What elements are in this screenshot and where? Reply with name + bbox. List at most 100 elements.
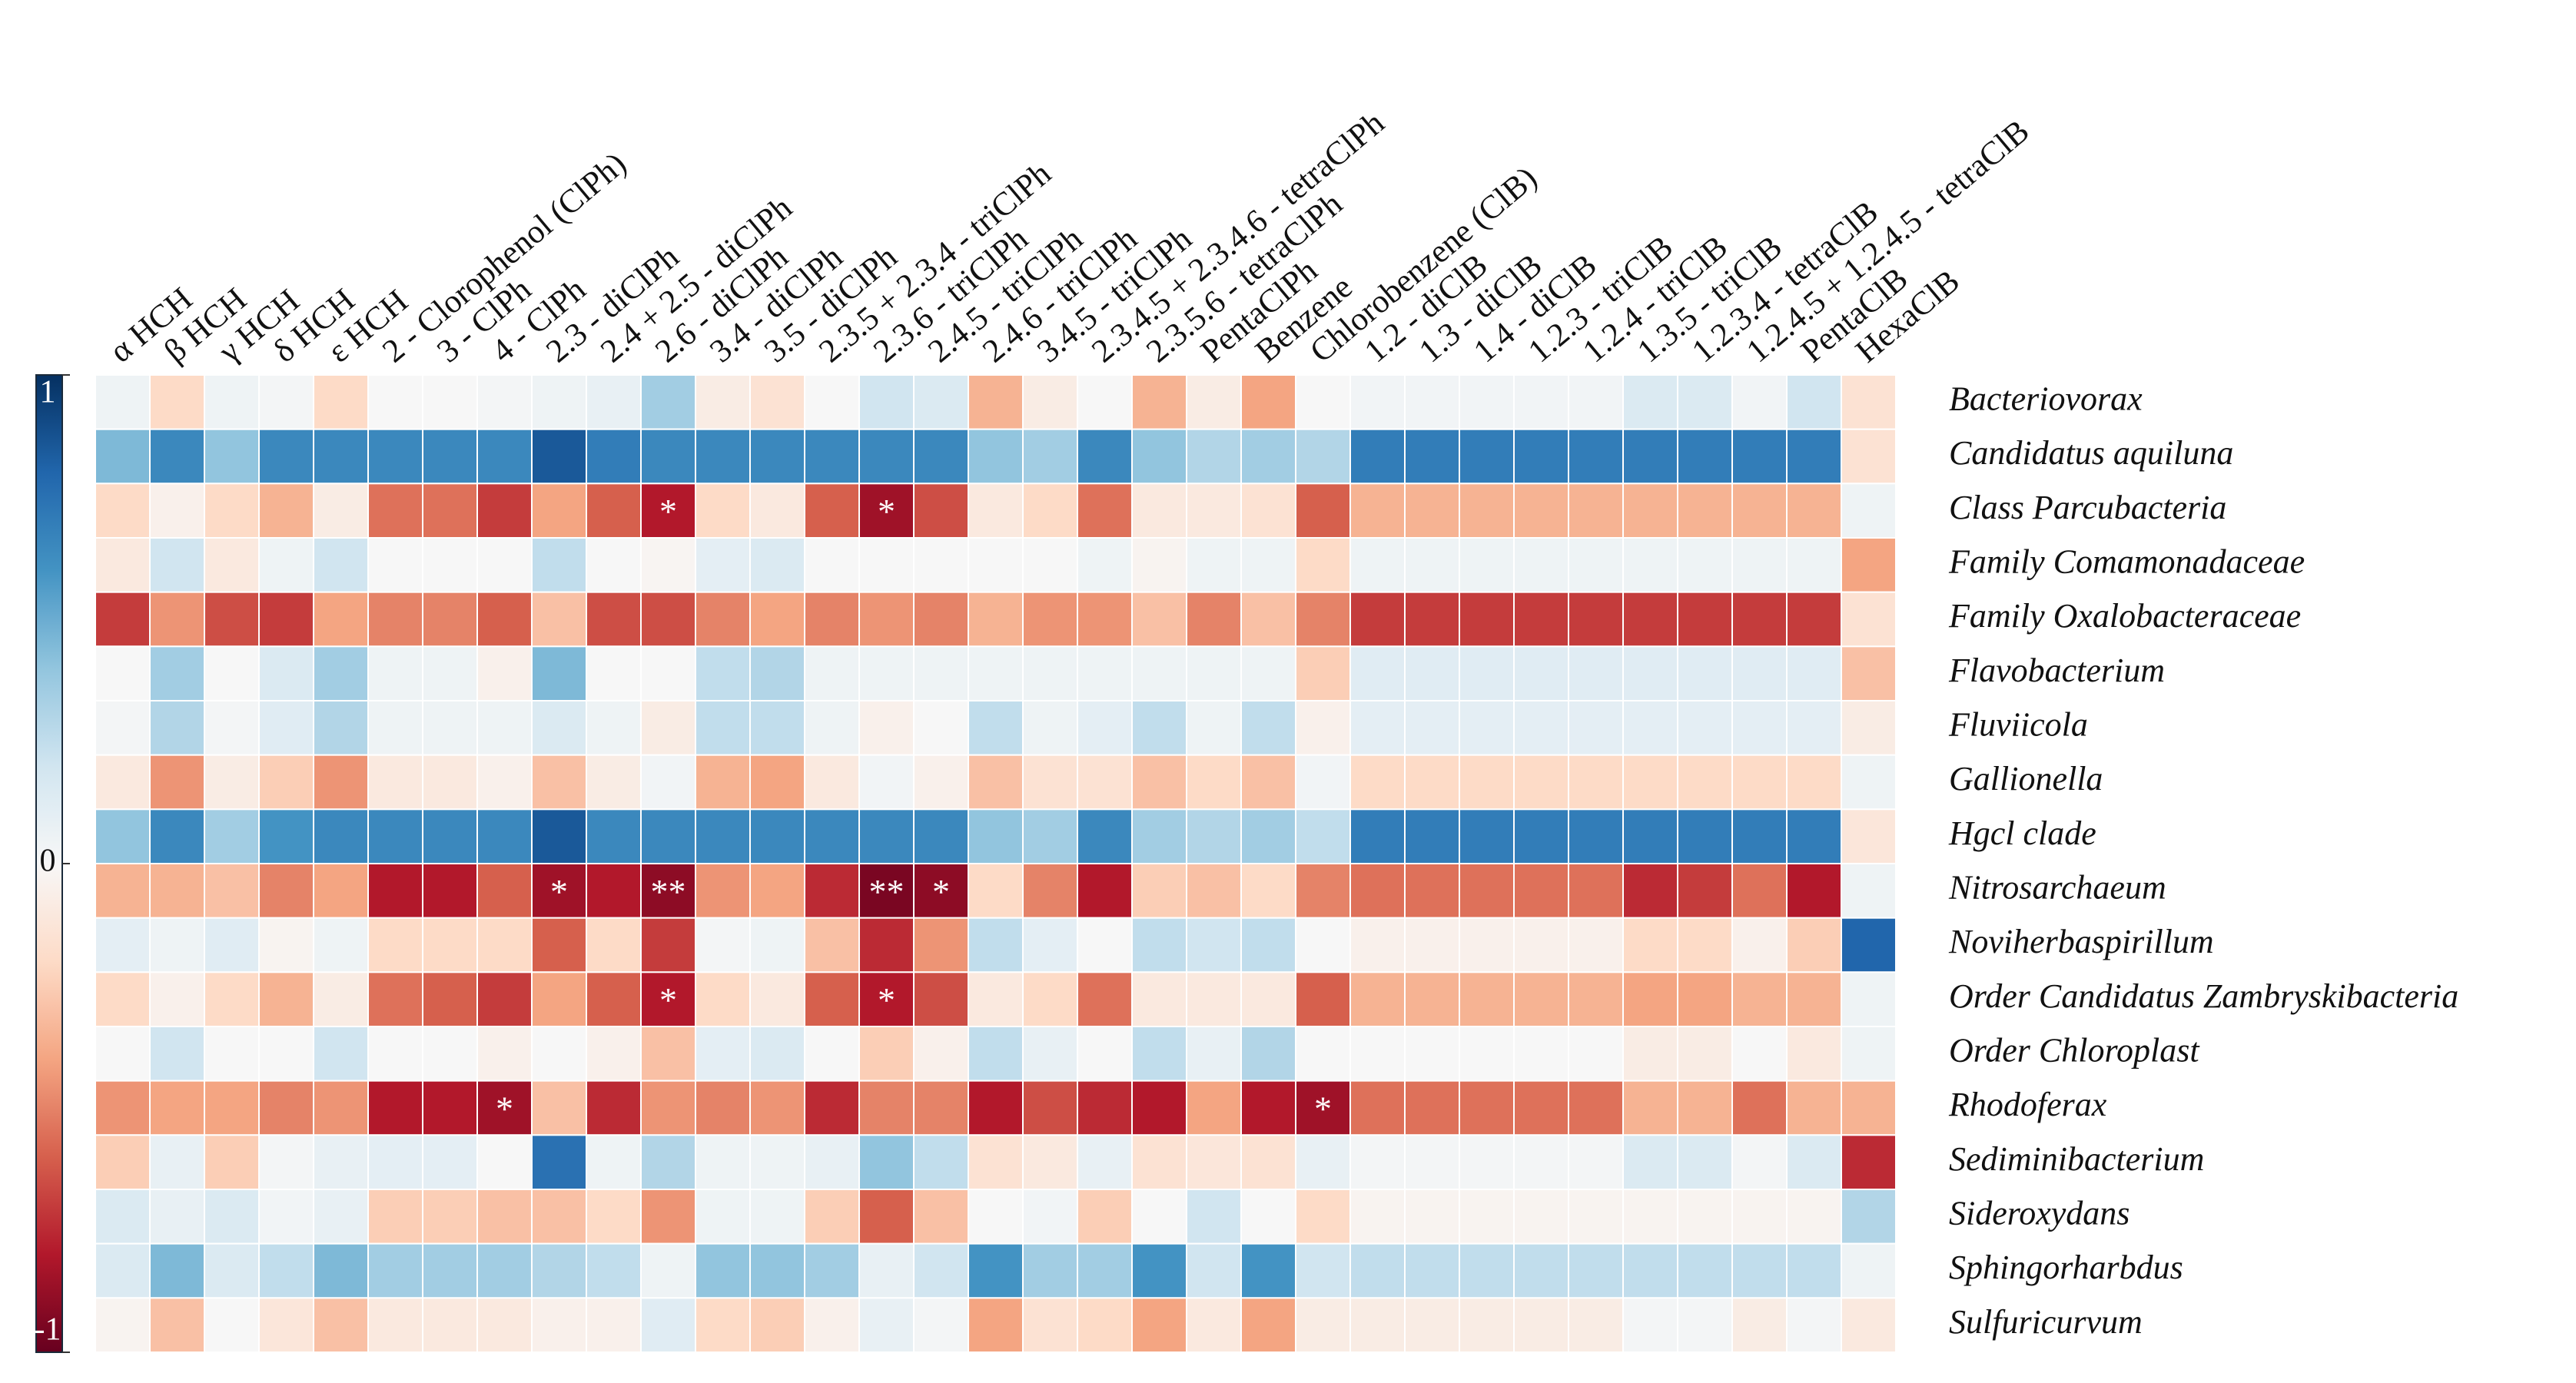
heatmap-cell: [1677, 428, 1733, 485]
heatmap-cell: [1022, 1026, 1078, 1082]
heatmap-cell: [1022, 428, 1078, 485]
significance-label: *: [659, 492, 677, 531]
heatmap-cell: [749, 1189, 805, 1245]
heatmap-cell: [531, 483, 587, 539]
heatmap-cell: [1240, 808, 1296, 865]
heatmap-cell: [1404, 428, 1460, 485]
heatmap-cell: [586, 537, 642, 593]
heatmap-cell: [204, 537, 260, 593]
heatmap-cell: [1622, 537, 1678, 593]
heatmap-cell: [1131, 808, 1187, 865]
row-label: Fluviicola: [1948, 705, 2088, 743]
heatmap-cell: [1786, 1080, 1842, 1136]
heatmap-cell: [1841, 1026, 1897, 1082]
heatmap-cell: [1404, 483, 1460, 539]
heatmap-cell: [1077, 808, 1133, 865]
heatmap-cell: [913, 483, 969, 539]
heatmap-cell: [913, 591, 969, 648]
heatmap-cell: [804, 591, 860, 648]
heatmap-cell: [1077, 754, 1133, 811]
heatmap-cell: [749, 1134, 805, 1191]
heatmap-cell: [1349, 1026, 1406, 1082]
heatmap-cell: [1022, 754, 1078, 811]
heatmap-cell: [1240, 1297, 1296, 1354]
heatmap-cell: [1349, 808, 1406, 865]
heatmap-cell: [640, 483, 696, 539]
heatmap-cell: [476, 1026, 533, 1082]
heatmap-cell: [1404, 591, 1460, 648]
heatmap-cell: [1404, 863, 1460, 919]
heatmap-cell: [1186, 591, 1242, 648]
heatmap-cell: [640, 537, 696, 593]
heatmap-cell: [313, 1026, 369, 1082]
heatmap-cell: [476, 917, 533, 973]
heatmap-cell: [149, 754, 205, 811]
heatmap-cell: [1568, 1297, 1624, 1354]
heatmap-cell: [367, 754, 423, 811]
heatmap-cell: [1841, 591, 1897, 648]
heatmap-cell: [313, 700, 369, 756]
heatmap-cell: [1295, 971, 1351, 1028]
heatmap-cell: [1240, 971, 1296, 1028]
heatmap-cell: [149, 1189, 205, 1245]
heatmap-cell: [258, 591, 314, 648]
heatmap-cell: [1841, 1080, 1897, 1136]
heatmap-cell: [313, 374, 369, 430]
heatmap-cell: [95, 971, 151, 1028]
heatmap-cell: [204, 1026, 260, 1082]
heatmap-cell: [258, 1080, 314, 1136]
significance-label: *: [550, 872, 568, 911]
heatmap-cell: [1841, 1189, 1897, 1245]
heatmap-cell: [804, 863, 860, 919]
heatmap-cell: [804, 754, 860, 811]
heatmap-cell: [1513, 1297, 1569, 1354]
heatmap-cell: [1622, 1080, 1678, 1136]
heatmap-cell: [804, 537, 860, 593]
heatmap-cell: [1295, 537, 1351, 593]
heatmap-cell: [313, 428, 369, 485]
heatmap-cell: [858, 645, 915, 701]
heatmap-cell: [1841, 483, 1897, 539]
heatmap-cell: [1513, 754, 1569, 811]
significance-label: **: [869, 872, 905, 911]
heatmap-cell: [95, 537, 151, 593]
heatmap-cell: [313, 483, 369, 539]
heatmap-cell: [204, 374, 260, 430]
heatmap-cell: [1459, 863, 1515, 919]
heatmap-cell: [1022, 1080, 1078, 1136]
heatmap-cell: [968, 1297, 1024, 1354]
heatmap-cell: [531, 1189, 587, 1245]
heatmap-cell: [968, 1134, 1024, 1191]
heatmap-cell: [1186, 1297, 1242, 1354]
heatmap-cell: [586, 591, 642, 648]
heatmap-cell: [1295, 1134, 1351, 1191]
heatmap-cell: [1404, 808, 1460, 865]
heatmap-cell: [95, 1242, 151, 1299]
heatmap-cell: [1295, 428, 1351, 485]
heatmap-cell: [1459, 808, 1515, 865]
heatmap-cell: [1459, 483, 1515, 539]
heatmap-cell: [1022, 645, 1078, 701]
heatmap-cell: [1786, 374, 1842, 430]
heatmap-cell: [367, 1242, 423, 1299]
heatmap-cell: [1295, 591, 1351, 648]
heatmap-cell: [1786, 971, 1842, 1028]
row-label: Gallionella: [1949, 760, 2103, 798]
heatmap-cell: [695, 1189, 751, 1245]
heatmap-cell: [1786, 1026, 1842, 1082]
heatmap-cell: [1731, 917, 1788, 973]
heatmap-cell: [422, 1134, 478, 1191]
heatmap-cell: [1240, 754, 1296, 811]
heatmap-cell: [367, 428, 423, 485]
colorbar-tick-label: -1: [35, 1312, 61, 1348]
heatmap-cell: [149, 1134, 205, 1191]
heatmap-cell: [1131, 971, 1187, 1028]
heatmap-cell: [1240, 1080, 1296, 1136]
heatmap-cell: [1404, 1242, 1460, 1299]
heatmap-cell: [1349, 1189, 1406, 1245]
heatmap-cell: [1077, 483, 1133, 539]
heatmap-cell: [1459, 1189, 1515, 1245]
heatmap-cell: [858, 1080, 915, 1136]
heatmap-cell: [1568, 917, 1624, 973]
heatmap-cell: [1022, 1189, 1078, 1245]
